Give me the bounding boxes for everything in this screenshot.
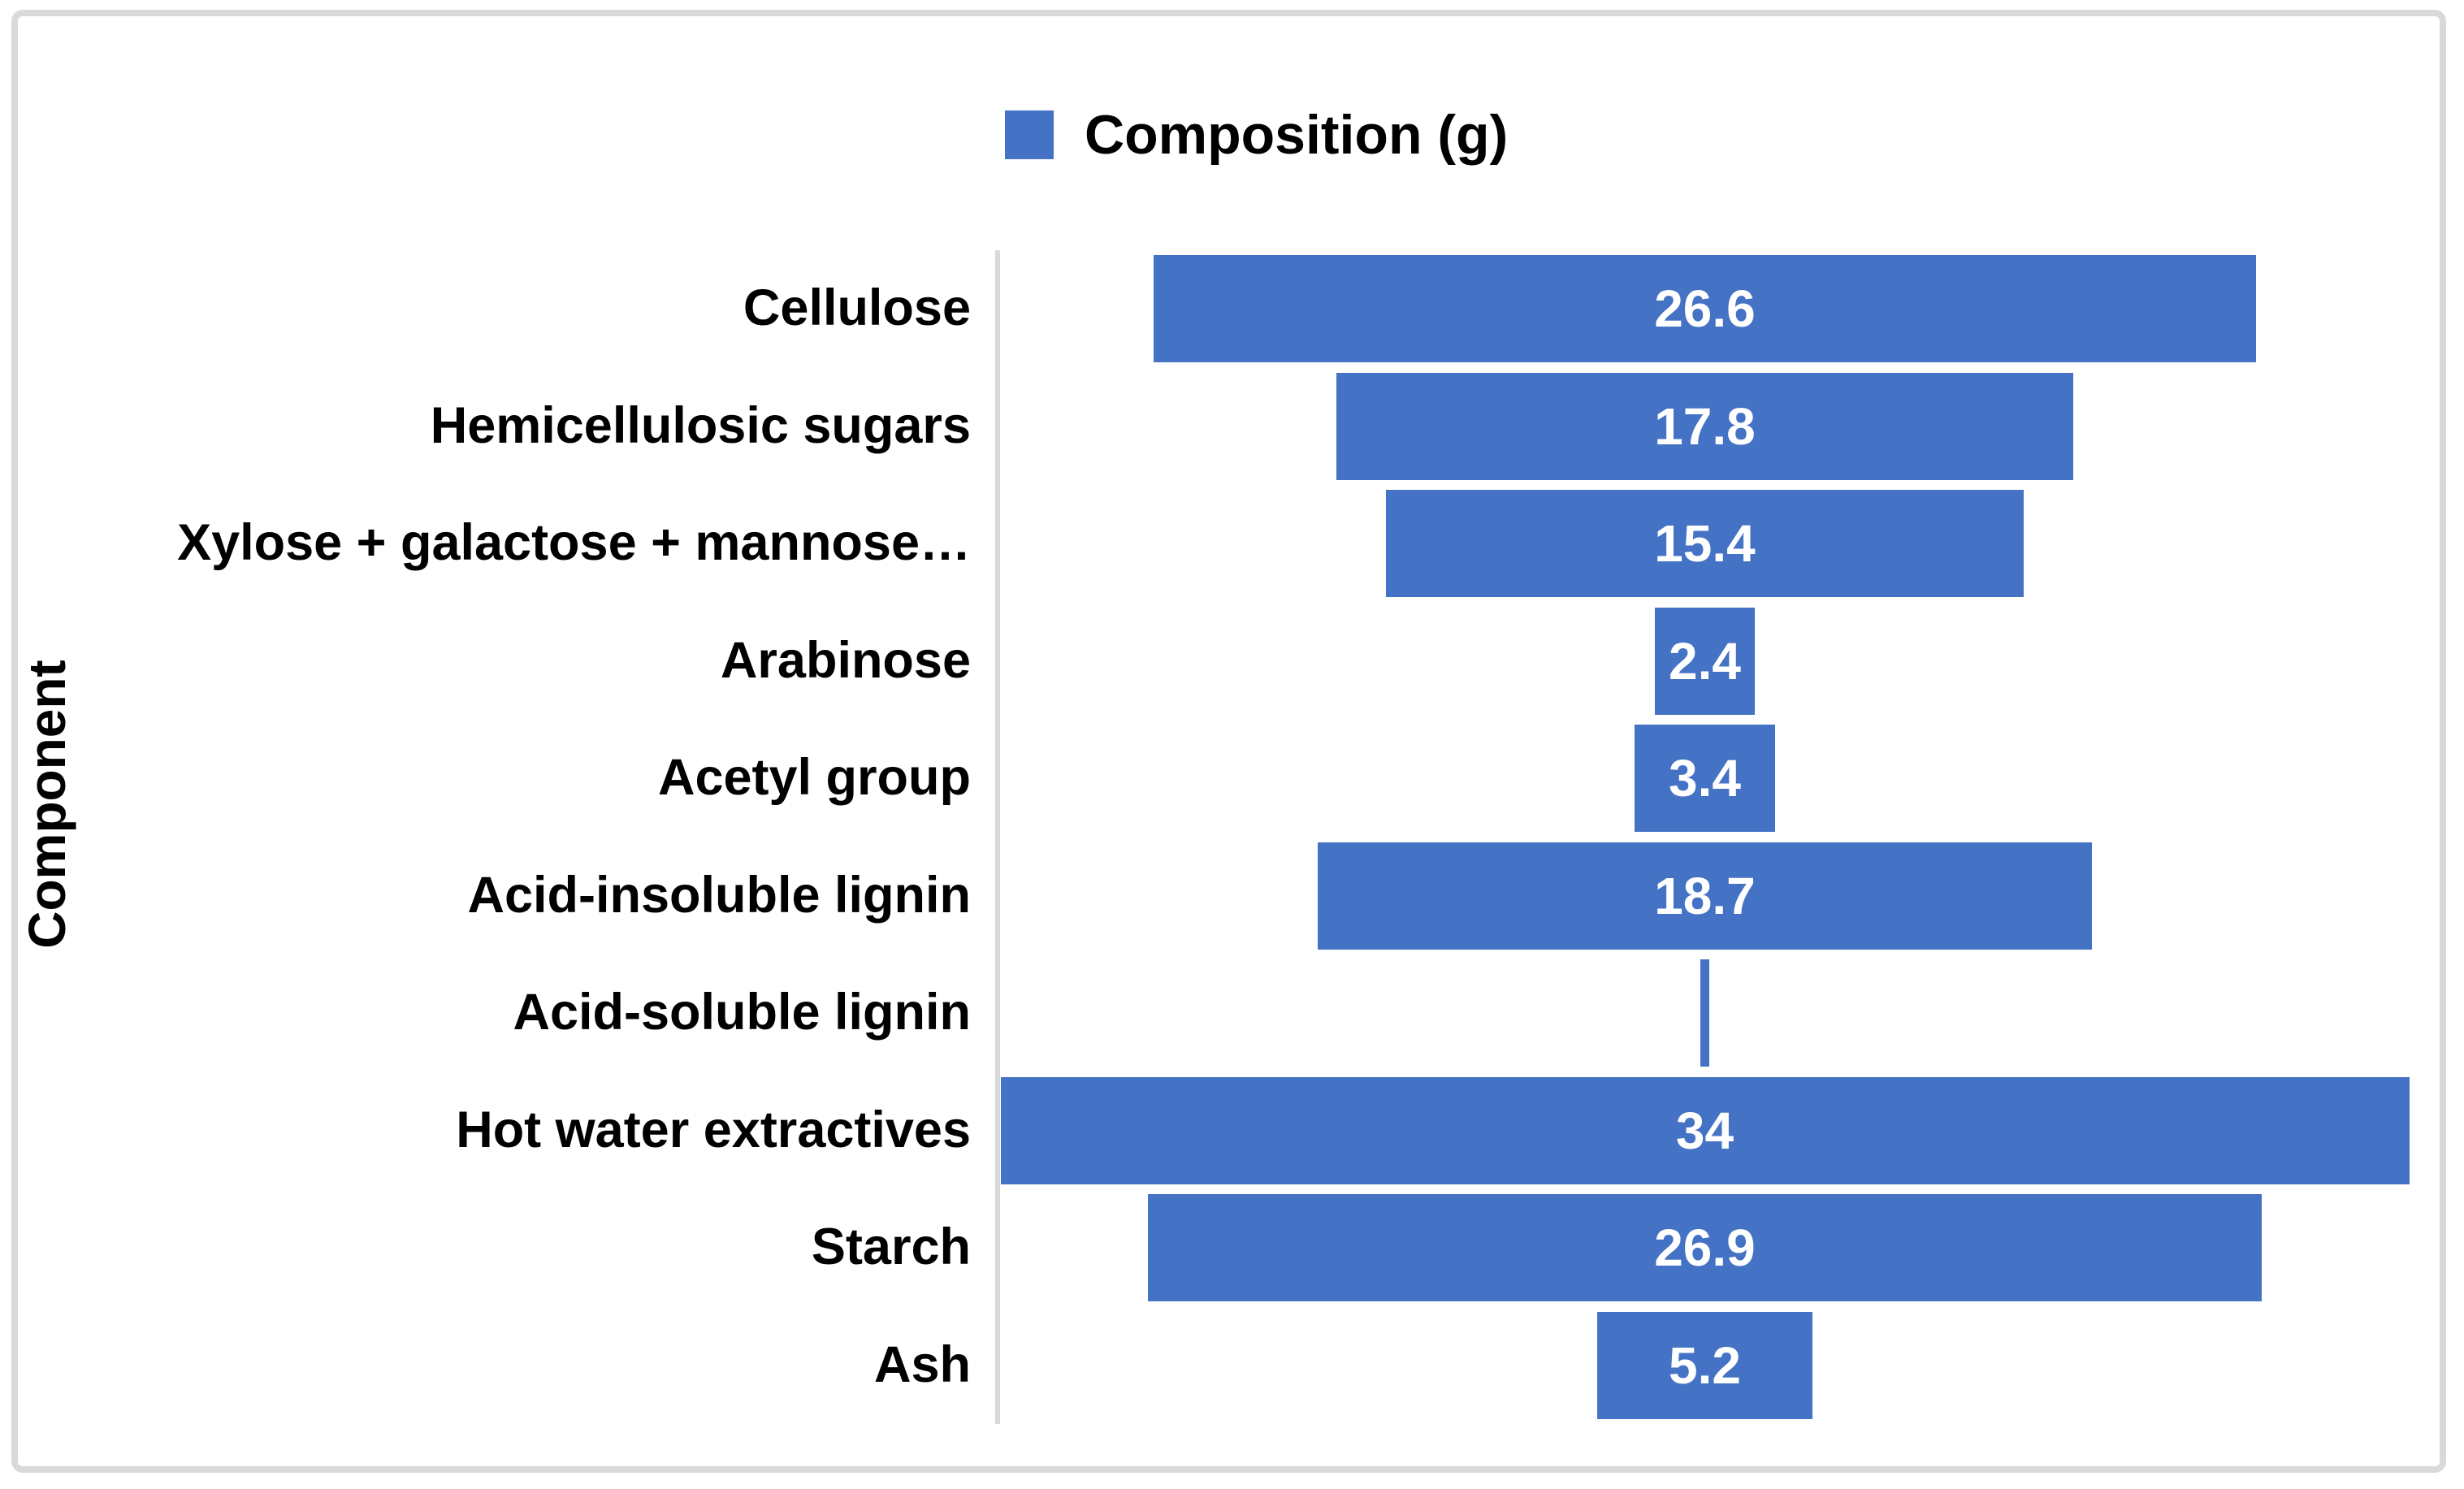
legend-label: Composition (g) [1085,104,1509,166]
category-label-acid-soluble-lignin: Acid-soluble lignin [513,984,972,1041]
bar-value-label-xylose-galactose-mannose: 15.4 [1654,514,1756,574]
bar-value-label-starch: 26.9 [1654,1218,1756,1278]
bar-ash: 5.2 [1596,1311,1813,1419]
bar-value-label-ash: 5.2 [1669,1335,1741,1395]
bar-cellulose: 26.6 [1154,255,2256,363]
bar-arabinose: 2.4 [1655,607,1755,715]
category-label-xylose-galactose-mannose: Xylose + galactose + mannose… [177,514,971,572]
bar-value-label-acid-insoluble-lignin: 18.7 [1654,866,1756,925]
bar-acid-soluble-lignin [1700,959,1709,1067]
category-label-hot-water-extractives: Hot water extractives [456,1101,971,1158]
bar-hemicellulosic-sugars: 17.8 [1336,372,2074,480]
bar-starch: 26.9 [1147,1194,2263,1302]
bar-value-label-cellulose: 26.6 [1654,279,1756,339]
category-label-cellulose: Cellulose [743,279,971,337]
category-label-arabinose: Arabinose [720,631,971,689]
bar-value-label-arabinose: 2.4 [1669,631,1741,690]
bar-value-label-hemicellulosic-sugars: 17.8 [1654,396,1756,456]
bar-value-label-hot-water-extractives: 34 [1675,1101,1734,1160]
legend-swatch-icon [1005,110,1054,159]
legend: Composition (g) [1005,104,1509,166]
bar-acetyl-group: 3.4 [1634,725,1776,833]
category-label-acetyl-group: Acetyl group [657,749,971,807]
category-axis-line [995,250,1000,1424]
category-label-acid-insoluble-lignin: Acid-insoluble lignin [467,866,971,924]
category-label-ash: Ash [873,1335,971,1393]
category-label-hemicellulosic-sugars: Hemicellulosic sugars [430,396,971,454]
bar-acid-insoluble-lignin: 18.7 [1317,842,2093,950]
chart-frame-border [11,10,2446,1473]
bar-value-label-acetyl-group: 3.4 [1669,749,1741,808]
category-label-starch: Starch [811,1218,971,1276]
bar-hot-water-extractives: 34 [1000,1076,2410,1184]
bar-xylose-galactose-mannose: 15.4 [1385,490,2024,598]
